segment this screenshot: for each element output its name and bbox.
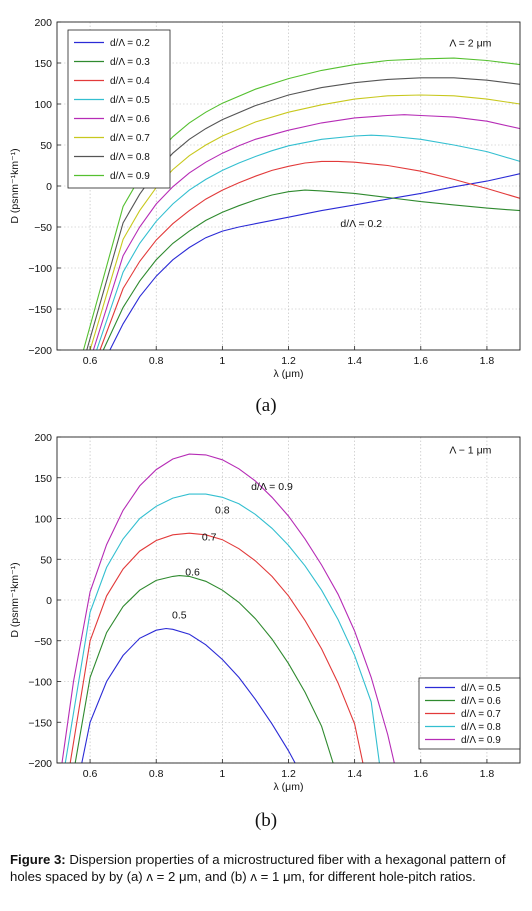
series-line-5 (89, 94, 521, 351)
legend-label: d/Λ = 0.8 (110, 152, 150, 163)
legend-label: d/Λ = 0.9 (110, 171, 150, 182)
panel-label-a: (a) (255, 395, 277, 416)
figure-caption: Figure 3: Dispersion properties of a mic… (10, 852, 525, 885)
annotation-label: Λ − 1 μm (449, 444, 491, 456)
series-line-0 (109, 173, 521, 351)
annotation-label: 0.8 (215, 505, 230, 517)
y-tick-label: 150 (34, 473, 52, 485)
panel-label-b: (b) (254, 810, 278, 831)
x-tick-label: 1.6 (413, 768, 428, 780)
y-tick-label: 50 (40, 554, 52, 566)
y-tick-label: 200 (34, 17, 52, 29)
y-tick-label: 50 (40, 140, 52, 152)
series-line-1 (74, 575, 334, 764)
legend-label: d/Λ = 0.6 (461, 696, 501, 707)
annotation-label: d/Λ = 0.9 (251, 481, 293, 493)
y-tick-label: −50 (34, 636, 52, 648)
y-tick-label: −100 (28, 263, 52, 275)
y-tick-label: −150 (28, 717, 52, 729)
x-tick-label: 0.6 (83, 355, 98, 367)
y-tick-label: 150 (34, 58, 52, 70)
x-tick-label: 1.8 (480, 355, 495, 367)
x-tick-label: 1.4 (347, 768, 362, 780)
annotation-label: 0.7 (202, 532, 217, 544)
x-axis-label: λ (μm) (274, 368, 304, 380)
x-axis-label: λ (μm) (274, 781, 304, 793)
legend-label: d/Λ = 0.7 (110, 133, 150, 144)
x-tick-label: 1 (219, 355, 225, 367)
legend-label: d/Λ = 0.9 (461, 735, 501, 746)
annotation-label: 0.5 (172, 610, 187, 622)
annotation-label: Λ = 2 μm (449, 38, 491, 50)
legend-label: d/Λ = 0.5 (461, 683, 501, 694)
series-line-0 (81, 627, 296, 764)
y-tick-label: 100 (34, 514, 52, 526)
series-line-3 (96, 134, 521, 351)
legend-box (67, 29, 171, 189)
x-tick-label: 1.2 (281, 355, 296, 367)
annotation-label: d/Λ = 0.2 (340, 218, 382, 230)
x-tick-label: 1.6 (413, 355, 428, 367)
x-tick-label: 0.8 (149, 355, 164, 367)
series-line-2 (99, 160, 521, 351)
y-tick-label: −50 (34, 222, 52, 234)
legend-label: d/Λ = 0.7 (461, 709, 501, 720)
y-tick-label: −150 (28, 304, 52, 316)
y-tick-label: 100 (34, 99, 52, 111)
y-tick-label: 0 (46, 181, 52, 193)
legend-label: d/Λ = 0.6 (110, 114, 150, 125)
series-line-4 (61, 453, 395, 764)
x-tick-label: 1 (219, 768, 225, 780)
x-tick-label: 0.6 (83, 768, 98, 780)
y-tick-label: 200 (34, 432, 52, 444)
y-axis-label: D (psnm⁻¹km⁻¹) (9, 148, 21, 223)
annotation-label: 0.6 (185, 567, 200, 579)
legend-label: d/Λ = 0.4 (110, 76, 150, 87)
caption-text: Dispersion properties of a microstructur… (10, 852, 506, 884)
caption-prefix: Figure 3: (10, 852, 66, 867)
legend-label: d/Λ = 0.8 (461, 722, 501, 733)
y-axis-label: D (psnm⁻¹km⁻¹) (9, 562, 21, 637)
series-line-4 (92, 114, 521, 351)
y-tick-label: −200 (28, 345, 52, 357)
series-line-3 (64, 493, 380, 764)
series-line-2 (69, 532, 364, 764)
chart-b: 0.6 0.8 1 1.2 1.4 1.6 1.8 200 150 100 50 0 −50 −100 −1… (9, 432, 521, 793)
x-tick-label: 1.8 (480, 768, 495, 780)
y-tick-label: −200 (28, 758, 52, 770)
series-line-1 (102, 189, 521, 351)
y-tick-label: −100 (28, 677, 52, 689)
y-tick-label: 0 (46, 595, 52, 607)
legend-label: d/Λ = 0.5 (110, 95, 150, 106)
chart-a: 0.6 0.8 1 1.2 1.4 1.6 1.8 200 150 100 50 0 −50 −100 −1… (9, 17, 521, 380)
legend-label: d/Λ = 0.2 (110, 38, 150, 49)
x-tick-label: 1.4 (347, 355, 362, 367)
x-tick-label: 1.2 (281, 768, 296, 780)
legend-label: d/Λ = 0.3 (110, 57, 150, 68)
x-tick-label: 0.8 (149, 768, 164, 780)
